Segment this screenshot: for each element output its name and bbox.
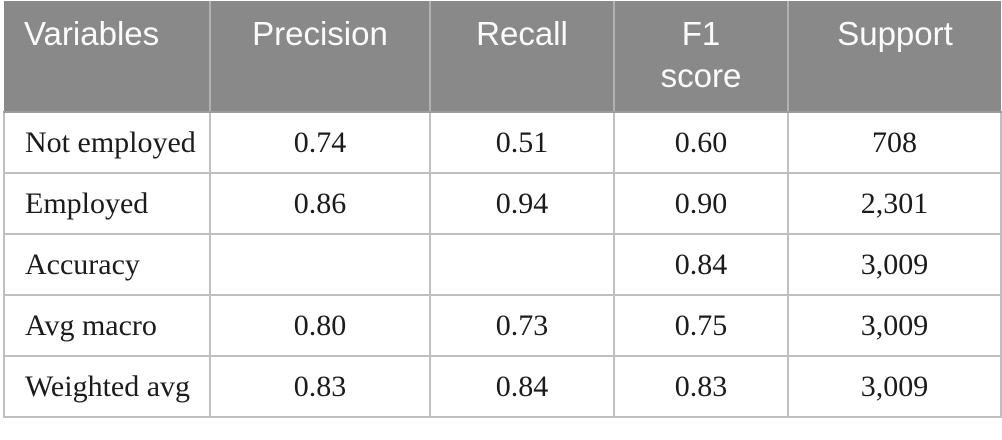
cell-row-label: Employed	[3, 172, 211, 235]
header-row: Variables Precision Recall F1 score Supp…	[4, 1, 1001, 113]
cell-precision: 0.83	[209, 355, 431, 418]
table-row: Avg macro 0.80 0.73 0.75 3,009	[3, 294, 1002, 357]
cell-recall: 0.73	[429, 294, 615, 357]
cell-recall	[429, 233, 615, 296]
cell-row-label: Weighted avg	[3, 355, 211, 418]
cell-support: 3,009	[787, 355, 1002, 418]
cell-precision	[209, 233, 431, 296]
cell-recall: 0.94	[429, 172, 615, 235]
cell-support: 3,009	[787, 233, 1002, 296]
header-cell-recall: Recall	[429, 1, 615, 113]
table-row: Accuracy 0.84 3,009	[3, 233, 1002, 296]
cell-f1-score: 0.83	[613, 355, 789, 418]
cell-support: 3,009	[787, 294, 1002, 357]
cell-row-label: Accuracy	[3, 233, 211, 296]
cell-f1-score: 0.90	[613, 172, 789, 235]
table-row: Employed 0.86 0.94 0.90 2,301	[3, 172, 1002, 235]
table-row: Weighted avg 0.83 0.84 0.83 3,009	[3, 355, 1002, 418]
cell-support: 708	[787, 111, 1002, 174]
cell-row-label: Avg macro	[3, 294, 211, 357]
cell-precision: 0.86	[209, 172, 431, 235]
cell-f1-score: 0.75	[613, 294, 789, 357]
header-cell-variables: Variables	[4, 1, 211, 113]
classification-results-table: Variables Precision Recall F1 score Supp…	[3, 1, 1002, 418]
cell-f1-score: 0.84	[613, 233, 789, 296]
table-row: Not employed 0.74 0.51 0.60 708	[3, 111, 1002, 174]
header-cell-f1-score: F1 score	[613, 1, 789, 113]
header-cell-f1-score-label: F1 score	[660, 15, 742, 94]
header-cell-support: Support	[787, 1, 1001, 113]
header-cell-precision: Precision	[209, 1, 431, 113]
cell-row-label: Not employed	[3, 111, 211, 174]
cell-f1-score: 0.60	[613, 111, 789, 174]
cell-precision: 0.74	[209, 111, 431, 174]
cell-recall: 0.51	[429, 111, 615, 174]
cell-support: 2,301	[787, 172, 1002, 235]
cell-recall: 0.84	[429, 355, 615, 418]
cell-precision: 0.80	[209, 294, 431, 357]
